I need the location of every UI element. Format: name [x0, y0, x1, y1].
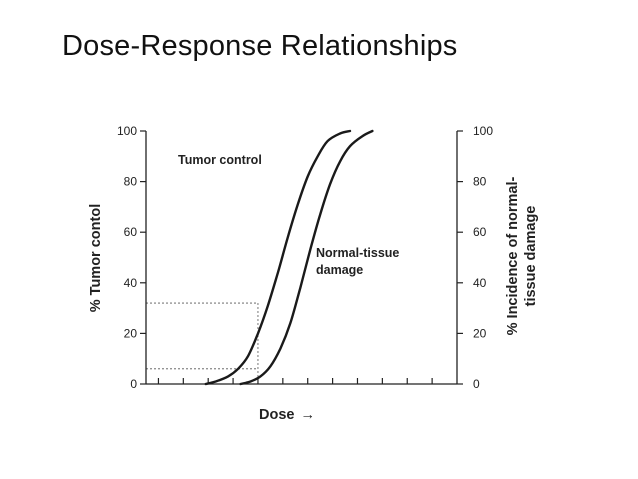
slide-title: Dose-Response Relationships [62, 30, 458, 62]
y-tick-label-left: 0 [130, 377, 137, 391]
y-axis-right-title-line-1: % Incidence of normal- [505, 176, 521, 335]
tumor-control-curve [204, 129, 352, 386]
y-tick-label-right: 100 [473, 124, 493, 138]
y-tick-label-right: 20 [473, 326, 487, 340]
y-tick-label-left: 60 [124, 225, 138, 239]
normal-tissue-label-line-1: Normal-tissue [316, 246, 399, 260]
x-axis-title-text: Dose [259, 407, 294, 423]
x-axis-arrow-icon: → [300, 407, 315, 423]
y-tick-label-left: 40 [124, 276, 138, 290]
y-axis-right-title-line-2: tissue damage [523, 206, 539, 307]
y-tick-label-left: 100 [117, 124, 137, 138]
x-axis-title: Dose → [259, 407, 315, 423]
tumor-control-label: Tumor control [178, 153, 262, 167]
y-tick-label-right: 40 [473, 276, 487, 290]
y-tick-label-left: 20 [124, 326, 138, 340]
y-tick-label-right: 60 [473, 225, 487, 239]
normal-tissue-label-line-2: damage [316, 263, 363, 277]
y-tick-label-right: 0 [473, 377, 480, 391]
y-tick-label-right: 80 [473, 175, 487, 189]
normal-tissue-damage-curve [239, 129, 374, 386]
y-axis-left-title: % Tumor contol [88, 204, 104, 312]
y-tick-label-left: 80 [124, 175, 138, 189]
